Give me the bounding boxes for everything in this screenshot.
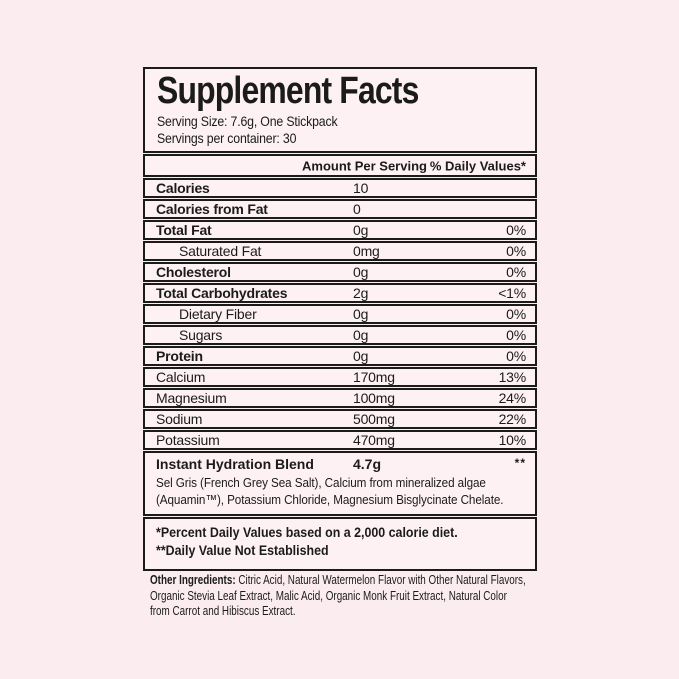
row-calories-from-fat: Calories from Fat 0 (143, 199, 537, 219)
nutrient-daily-value: 0% (506, 348, 526, 364)
row-magnesium: Magnesium 100mg 24% (143, 388, 537, 408)
nutrient-amount: 0 (353, 201, 361, 217)
other-ingredients-text: Citric Acid, Natural Watermelon Flavor w… (238, 572, 526, 587)
row-sodium: Sodium 500mg 22% (143, 409, 537, 429)
supplement-facts-label: Supplement Facts Serving Size: 7.6g, One… (143, 67, 537, 572)
nutrient-name: Magnesium (156, 390, 227, 406)
nutrient-name: Saturated Fat (179, 243, 262, 259)
row-protein: Protein 0g 0% (143, 346, 537, 366)
row-saturated-fat: Saturated Fat 0mg 0% (143, 241, 537, 261)
nutrient-amount: 0g (353, 264, 369, 280)
nutrient-amount: 2g (353, 285, 369, 301)
nutrient-daily-value: <1% (498, 285, 526, 301)
nutrient-amount: 470mg (353, 432, 395, 448)
nutrient-daily-value: 10% (498, 432, 527, 448)
nutrient-daily-value: 0% (506, 306, 526, 322)
nutrient-name: Total Carbohydrates (156, 285, 288, 301)
footnote-percent-daily-values: *Percent Daily Values based on a 2,000 c… (156, 525, 458, 540)
nutrient-amount: 0g (353, 327, 369, 343)
row-cholesterol: Cholesterol 0g 0% (143, 262, 537, 282)
row-calcium: Calcium 170mg 13% (143, 367, 537, 387)
other-ingredients-section: Other Ingredients: Citric Acid, Natural … (150, 572, 644, 619)
nutrient-amount: 0g (353, 222, 369, 238)
nutrient-name: Protein (156, 348, 203, 364)
blend-description: Sel Gris (French Grey Sea Salt), Calcium… (145, 475, 535, 514)
footnote-not-established: **Daily Value Not Established (156, 543, 329, 558)
nutrient-name: Sodium (156, 411, 203, 427)
nutrient-daily-value: 0% (506, 327, 526, 343)
nutrient-name: Calories (156, 180, 210, 196)
nutrient-daily-value: 13% (498, 369, 527, 385)
other-ingredients-line: from Carrot and Hibiscus Extract. (150, 603, 296, 618)
blend-amount: 4.7g (353, 456, 382, 472)
row-potassium: Potassium 470mg 10% (143, 430, 537, 450)
nutrient-name: Dietary Fiber (179, 306, 257, 322)
nutrient-amount: 170mg (353, 369, 395, 385)
nutrient-daily-value: 22% (498, 411, 527, 427)
nutrient-name: Potassium (156, 432, 220, 448)
column-header-row: Amount Per Serving % Daily Values* (143, 154, 537, 177)
nutrient-name: Calories from Fat (156, 201, 268, 217)
blend-name: Instant Hydration Blend (156, 456, 314, 472)
nutrient-name: Cholesterol (156, 264, 231, 280)
serving-size-text: Serving Size: 7.6g, One Stickpack (157, 113, 338, 129)
blend-description-line: Sel Gris (French Grey Sea Salt), Calcium… (156, 475, 486, 490)
nutrient-amount: 0g (353, 306, 369, 322)
nutrient-name: Sugars (179, 327, 223, 343)
hydration-blend-section: Instant Hydration Blend 4.7g ** Sel Gris… (143, 451, 537, 516)
nutrient-name: Total Fat (156, 222, 212, 238)
row-sugars: Sugars 0g 0% (143, 325, 537, 345)
nutrient-daily-value: 0% (506, 222, 526, 238)
row-dietary-fiber: Dietary Fiber 0g 0% (143, 304, 537, 324)
amount-per-serving-header: Amount Per Serving (302, 158, 427, 173)
nutrient-name: Calcium (156, 369, 206, 385)
other-ingredients-line: Other Ingredients: Citric Acid, Natural … (150, 572, 526, 588)
footnote-section: *Percent Daily Values based on a 2,000 c… (143, 517, 537, 571)
nutrient-daily-value: 24% (498, 390, 527, 406)
nutrient-amount: 100mg (353, 390, 395, 406)
other-ingredients-line: Organic Stevia Leaf Extract, Malic Acid,… (150, 587, 507, 603)
row-total-fat: Total Fat 0g 0% (143, 220, 537, 240)
row-total-carbohydrates: Total Carbohydrates 2g <1% (143, 283, 537, 303)
nutrient-amount: 0mg (353, 243, 380, 259)
label-title-section: Supplement Facts Serving Size: 7.6g, One… (143, 67, 537, 153)
nutrient-daily-value: 0% (506, 243, 526, 259)
blend-description-line: (Aquamin™), Potassium Chloride, Magnesiu… (156, 491, 504, 507)
blend-row: Instant Hydration Blend 4.7g ** (145, 453, 535, 475)
blend-daily-value-asterisks: ** (514, 456, 526, 470)
other-ingredients-label: Other Ingredients: (150, 572, 236, 587)
nutrient-rows: Calories 10 Calories from Fat 0 Total Fa… (143, 178, 537, 450)
label-title: Supplement Facts (157, 70, 419, 112)
daily-values-header: % Daily Values* (429, 158, 526, 173)
nutrient-daily-value: 0% (506, 264, 526, 280)
nutrient-amount: 10 (353, 180, 369, 196)
row-calories: Calories 10 (143, 178, 537, 198)
nutrient-amount: 0g (353, 348, 369, 364)
nutrient-amount: 500mg (353, 411, 395, 427)
servings-per-container-text: Servings per container: 30 (157, 130, 297, 146)
